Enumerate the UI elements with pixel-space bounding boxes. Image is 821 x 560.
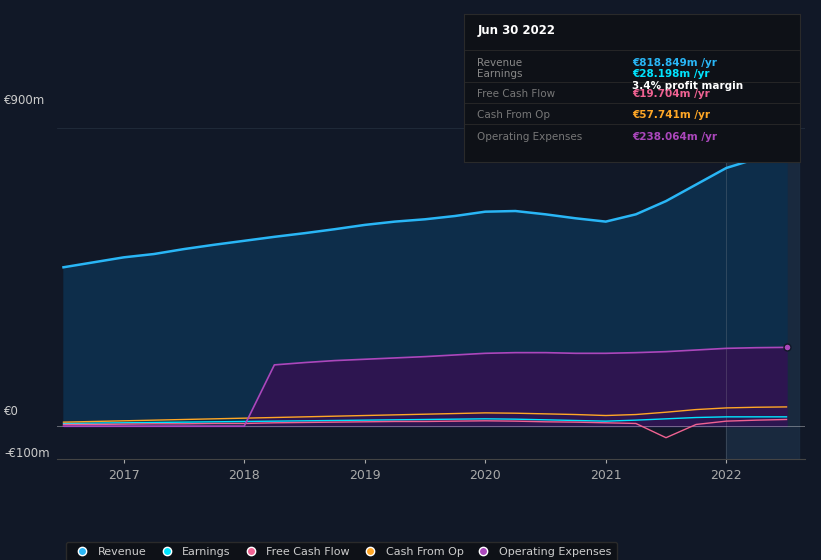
Text: Operating Expenses: Operating Expenses <box>477 132 583 142</box>
Bar <box>727 95 799 459</box>
Legend: Revenue, Earnings, Free Cash Flow, Cash From Op, Operating Expenses: Revenue, Earnings, Free Cash Flow, Cash … <box>66 542 617 560</box>
Text: €57.741m /yr: €57.741m /yr <box>632 110 710 120</box>
Text: Revenue: Revenue <box>477 58 522 68</box>
Text: €19.704m /yr: €19.704m /yr <box>632 89 710 99</box>
Text: €818.849m /yr: €818.849m /yr <box>632 58 717 68</box>
Text: -€100m: -€100m <box>4 447 50 460</box>
Text: Jun 30 2022: Jun 30 2022 <box>477 25 555 38</box>
Text: Cash From Op: Cash From Op <box>477 110 550 120</box>
Text: €0: €0 <box>4 405 19 418</box>
Text: €28.198m /yr: €28.198m /yr <box>632 69 709 79</box>
Text: Free Cash Flow: Free Cash Flow <box>477 89 556 99</box>
Text: Earnings: Earnings <box>477 69 523 79</box>
Text: €238.064m /yr: €238.064m /yr <box>632 132 718 142</box>
Text: €900m: €900m <box>4 94 45 108</box>
Text: 3.4% profit margin: 3.4% profit margin <box>632 81 743 91</box>
